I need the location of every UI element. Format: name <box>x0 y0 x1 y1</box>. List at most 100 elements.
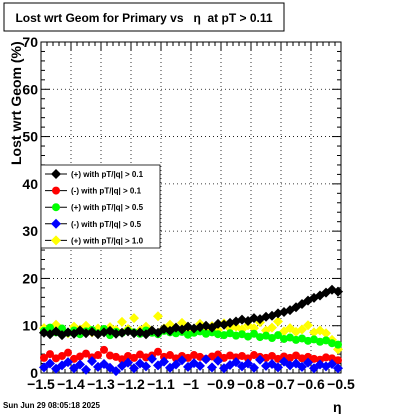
data-point <box>292 335 300 344</box>
data-point <box>141 361 151 372</box>
x-tick-label: −0.6 <box>297 376 325 392</box>
data-point <box>129 328 139 339</box>
y-tick-label: 50 <box>22 129 38 145</box>
data-point <box>220 331 228 340</box>
data-point <box>202 329 210 338</box>
data-point <box>76 352 84 361</box>
data-point <box>231 357 241 368</box>
data-point <box>322 353 330 362</box>
x-tick-label: −1.2 <box>117 376 145 392</box>
data-point <box>232 331 240 340</box>
data-point <box>244 332 252 341</box>
data-point <box>310 354 318 363</box>
x-tick-label: −0.8 <box>237 376 265 392</box>
data-point <box>184 330 192 339</box>
data-point <box>153 311 163 322</box>
data-point <box>70 354 78 363</box>
legend-label: (-) with pT/|q| > 0.5 <box>71 220 142 229</box>
data-point <box>292 351 300 360</box>
data-point <box>255 354 265 365</box>
data-point <box>214 330 222 339</box>
data-point <box>268 351 276 360</box>
data-point <box>244 354 252 363</box>
data-point <box>100 345 108 354</box>
data-point <box>261 311 271 322</box>
data-point <box>147 353 157 364</box>
data-point <box>249 323 259 334</box>
legend-label: (-) with pT/|q| > 0.1 <box>71 187 142 196</box>
y-axis-label: Lost wrt Geom (%) <box>8 41 24 165</box>
data-point <box>327 359 337 370</box>
data-point <box>243 358 253 369</box>
data-point <box>52 354 60 363</box>
data-point <box>273 362 283 373</box>
data-point <box>171 359 181 370</box>
legend: (+) with pT/|q| > 0.1 (-) with pT/|q| > 0… <box>40 164 161 249</box>
data-point <box>207 362 217 373</box>
data-point <box>333 286 343 297</box>
title-box <box>3 2 285 32</box>
data-point <box>45 358 55 369</box>
data-point <box>58 351 66 360</box>
legend-marker <box>52 186 60 195</box>
legend-box <box>40 164 161 249</box>
data-point <box>166 351 174 360</box>
data-point <box>190 351 198 360</box>
data-point <box>334 340 342 349</box>
data-point <box>226 351 234 360</box>
data-point <box>94 351 102 360</box>
data-point <box>250 351 258 360</box>
data-point <box>297 324 307 335</box>
data-point <box>334 356 342 365</box>
data-point <box>117 316 127 327</box>
data-point <box>273 316 283 327</box>
y-tick-label: 40 <box>22 176 38 192</box>
x-tick-labels: −1.5 −1.4 −1.3 −1.2 −1.1 −1 −0.9 −0.8 −0.7 −0.6 −0… <box>27 376 355 392</box>
data-point <box>238 351 246 360</box>
legend-label: (+) with pT/|q| > 0.5 <box>71 203 144 212</box>
data-point <box>124 351 132 360</box>
data-point <box>333 363 343 374</box>
x-tick-label: −1.4 <box>57 376 85 392</box>
series-0 <box>39 284 343 341</box>
data-point <box>40 353 48 362</box>
data-point <box>87 356 97 367</box>
legend-marker <box>51 218 61 229</box>
data-point <box>64 348 72 357</box>
data-point <box>298 354 306 363</box>
data-point <box>286 333 294 342</box>
x-tick-label: −1 <box>183 376 199 392</box>
data-point <box>256 333 264 342</box>
data-points <box>39 284 343 377</box>
data-point <box>249 313 259 324</box>
data-point <box>82 349 90 358</box>
data-point <box>268 334 276 343</box>
x-tick-label: −1.3 <box>87 376 115 392</box>
data-point <box>303 357 313 368</box>
data-point <box>316 337 324 346</box>
data-point <box>213 355 223 366</box>
y-tick-label: 0 <box>30 365 38 381</box>
data-point <box>46 323 54 332</box>
legend-label: (+) with pT/|q| > 1.0 <box>71 236 144 245</box>
data-point <box>286 353 294 362</box>
y-tick-label: 20 <box>22 270 38 286</box>
data-point <box>75 359 85 370</box>
data-point <box>81 364 91 375</box>
data-point <box>112 352 120 361</box>
data-point <box>129 313 139 324</box>
data-point <box>303 320 313 331</box>
data-point <box>297 361 307 372</box>
data-point <box>213 318 223 329</box>
data-point <box>177 355 187 366</box>
legend-marker <box>52 203 60 212</box>
y-tick-label: 60 <box>22 81 38 97</box>
data-point <box>262 331 270 340</box>
data-point <box>129 363 139 374</box>
data-point <box>226 329 234 338</box>
data-point <box>304 336 312 345</box>
data-point <box>304 352 312 361</box>
data-point <box>267 322 277 333</box>
data-point <box>154 347 162 356</box>
series-3 <box>39 353 343 377</box>
